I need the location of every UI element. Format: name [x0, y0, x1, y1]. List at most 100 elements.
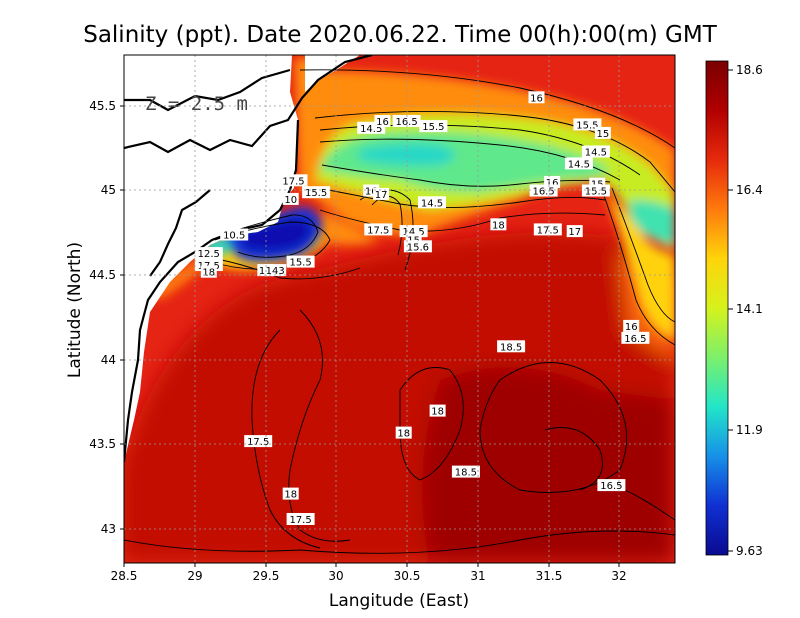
chart-title: Salinity (ppt). Date 2020.06.22. Time 00… [83, 22, 717, 48]
contour-label-text: 16.5 [624, 334, 646, 345]
contour-label-text: 16.5 [532, 187, 554, 198]
contour-label: 15.5 [581, 184, 610, 198]
depth-label-text: Z = 2.5 m [145, 93, 248, 115]
x-tick-label: 28.5 [111, 569, 138, 583]
depth-label: Z = 2.5 m [145, 93, 248, 115]
y-axis-label: Latitude (North) [65, 242, 85, 378]
contour-label-text: 12.5 [198, 249, 220, 260]
contour-label-text: 15.5 [422, 122, 444, 133]
contour-label-box [533, 223, 562, 236]
contour-label-box [279, 174, 308, 187]
contour-label-text: 15.5 [576, 120, 598, 131]
contour-label: 10 [282, 192, 299, 206]
x-axis-label: Langitude (East) [329, 591, 469, 611]
contour-label-box [573, 118, 602, 131]
contour-label-text: 18 [431, 407, 444, 418]
contour-label: 10.5 [220, 228, 249, 242]
contour-label-box [374, 115, 391, 127]
contour-label: 17 [373, 187, 390, 201]
contour-label: 16 [374, 115, 391, 128]
contour-label: 18 [490, 218, 507, 231]
contour-label: 15.5 [302, 186, 331, 199]
contour-label-box [451, 465, 480, 478]
x-tick-label: 30.5 [394, 569, 421, 583]
contour-label-box [581, 145, 610, 158]
contour-label: 18.5 [451, 465, 480, 479]
contour-label-text: 18 [492, 220, 505, 231]
contour-label: 15.6 [403, 240, 432, 253]
contour-label-box [220, 228, 249, 241]
colorbar-tick-label: 18.6 [736, 63, 763, 77]
x-axis: 28.5 29 29.5 30 30.5 31 31.5 32 Langitud… [111, 563, 627, 611]
colorbar-tick-label: 16.4 [736, 183, 763, 197]
contour-label-text: 18.5 [455, 468, 477, 479]
contour-label-text: 16.5 [395, 117, 417, 128]
y-axis: 43 43.5 44 44.5 45 45.5 Latitude (North) [65, 99, 124, 536]
contour-label-text: 14.5 [568, 159, 590, 170]
contour-label-text: 15.6 [407, 242, 429, 253]
contour-label: 143 [264, 264, 287, 277]
contour-label: 18 [282, 487, 299, 501]
contour-label: 14.5 [418, 196, 446, 209]
contour-label-box [418, 196, 446, 209]
contour-label-box [286, 255, 315, 268]
colorbar-tick-label: 11.9 [736, 423, 763, 437]
contour-label: 16.5 [621, 331, 650, 345]
land-masses [124, 55, 360, 462]
contour-label-box [403, 240, 432, 253]
contour-label: 18 [429, 404, 446, 418]
colorbar: 18.6 16.4 14.1 11.9 9.63 [705, 60, 763, 558]
y-tick-label: 43 [101, 522, 116, 536]
y-tick-label: 43.5 [89, 437, 116, 451]
colorbar-tick-label: 9.63 [736, 544, 763, 558]
contour-label-text: 14.5 [585, 148, 607, 159]
y-tick-label: 45.5 [89, 99, 116, 113]
contour-label-box [395, 426, 412, 439]
x-tick-label: 29.5 [253, 569, 280, 583]
contour-label-text: 15 [597, 129, 610, 140]
contour-label: 15.5 [573, 118, 602, 131]
contour-label: 18 [200, 265, 217, 279]
contour-label-text: 14.5 [421, 198, 443, 209]
contour-label-text: 14.5 [402, 227, 424, 238]
contour-label-box [497, 340, 526, 353]
contour-label-text: 16 [625, 322, 638, 333]
contour-label-text: 18 [397, 429, 410, 440]
plot-frame [123, 54, 676, 564]
contour-label-text: 16.5 [600, 481, 622, 492]
contour-label-box [528, 91, 545, 104]
contour-label-box [564, 157, 593, 170]
contour-label-text: 143 [266, 266, 285, 277]
contour-label: 17.5 [286, 513, 315, 526]
contour-label-text: 10.5 [223, 231, 245, 242]
contour-label-text: 18 [202, 268, 215, 279]
contour-label: 15 [594, 126, 611, 140]
contour-label: 18 [395, 426, 412, 440]
contour-label-box [529, 184, 558, 197]
contour-label-text: 16 [530, 93, 543, 104]
contour-label-text: 16 [365, 187, 378, 198]
contour-labels: 14.51616.515.51615.51514.514.51616.51515… [194, 91, 650, 526]
contour-label-text: 17 [375, 190, 388, 201]
colorbar-tick-label: 14.1 [736, 302, 763, 316]
contour-label-text: 16 [546, 178, 559, 189]
contour-label-text: 17.5 [367, 225, 389, 236]
contour-label-text: 17.5 [247, 437, 269, 448]
contour-label-text: 10 [284, 195, 297, 206]
contour-label-box [194, 247, 223, 260]
contour-label-box [566, 225, 583, 238]
contour-label-box [623, 319, 640, 332]
contour-label: 17.5 [244, 435, 273, 448]
colorbar-gradient [705, 60, 729, 556]
contour-label: 12.5 [194, 247, 223, 260]
contour-label-text: 16 [376, 117, 389, 128]
contour-label-box [286, 513, 315, 525]
y-tick-label: 45 [101, 183, 116, 197]
contour-label: 16 [528, 91, 545, 104]
x-tick-label: 29 [187, 569, 202, 583]
contour-label-box [621, 331, 650, 344]
contour-label-text: 17.5 [537, 225, 559, 236]
contour-label-text: 15.5 [305, 188, 327, 199]
contour-label-box [597, 479, 626, 492]
